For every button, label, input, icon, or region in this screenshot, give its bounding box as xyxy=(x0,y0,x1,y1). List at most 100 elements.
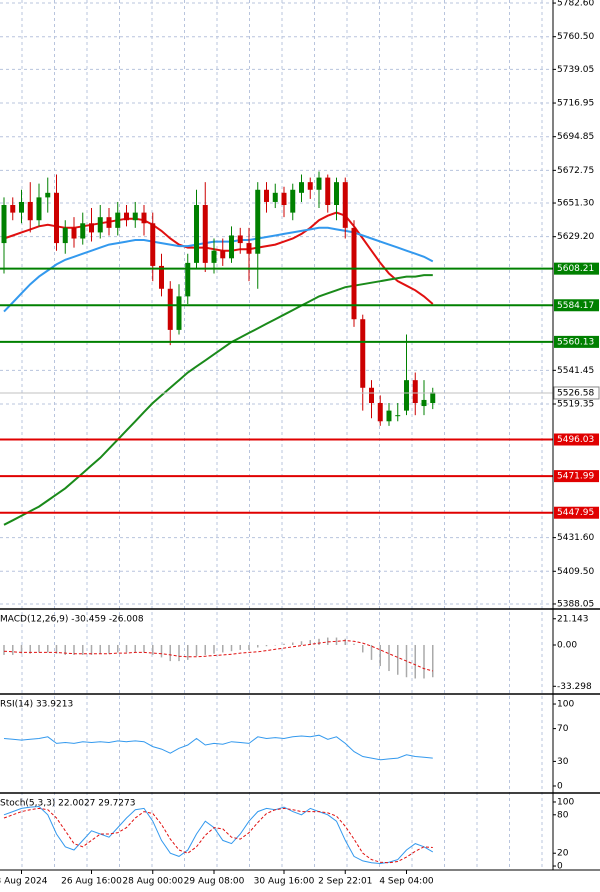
x-tick-label: 29 Aug 08:00 xyxy=(184,877,245,887)
macd-bar xyxy=(239,644,241,650)
level-label: 5496.03 xyxy=(557,435,594,445)
y-tick-label: 5388.05 xyxy=(557,599,594,609)
macd-bar xyxy=(379,644,381,667)
macd-bar xyxy=(257,644,259,648)
macd-bar xyxy=(222,644,224,653)
candle-body xyxy=(176,296,182,330)
macd-bar xyxy=(432,644,434,678)
candle-body xyxy=(351,227,357,320)
macd-bar xyxy=(12,644,14,655)
candle-body xyxy=(342,182,348,228)
macd-bar xyxy=(38,644,40,653)
x-tick-label: 30 Aug 16:00 xyxy=(254,877,315,887)
candle-body xyxy=(412,380,418,403)
macd-bar xyxy=(300,641,303,645)
candle-body xyxy=(325,177,331,206)
macd-bar xyxy=(73,644,75,655)
macd-bar xyxy=(20,644,23,654)
candle-body xyxy=(377,402,383,422)
candle-body xyxy=(80,223,86,239)
candle-body xyxy=(150,223,156,266)
candle-body xyxy=(299,182,304,193)
candle-body xyxy=(360,319,366,388)
level-label-box xyxy=(554,262,599,275)
candle-body xyxy=(1,205,7,244)
level-label: 5447.95 xyxy=(557,508,594,518)
x-tick-label: 2 Sep 22:01 xyxy=(318,877,372,887)
candle-body xyxy=(264,189,269,202)
y-tick-label: 5629.20 xyxy=(557,232,594,242)
macd-bar xyxy=(99,644,101,654)
candle-body xyxy=(36,197,42,221)
candle-body xyxy=(124,212,129,221)
macd-bar xyxy=(283,643,285,645)
candle-body xyxy=(19,201,24,213)
macd-bar xyxy=(160,644,163,658)
candle-body xyxy=(395,415,401,417)
y-tick-label: 5672.75 xyxy=(557,166,594,176)
candle-body xyxy=(89,223,94,233)
y-tick-label: 5782.60 xyxy=(557,0,594,9)
level-label-box xyxy=(554,433,599,446)
y-tick-label: 0.00 xyxy=(557,640,577,650)
y-tick-label: 5694.85 xyxy=(557,132,594,142)
indicator-line xyxy=(3,734,433,761)
y-tick-label: 21.143 xyxy=(557,614,589,624)
y-tick-label: 30 xyxy=(557,757,569,767)
y-tick-label: 5409.50 xyxy=(557,567,594,577)
y-tick-label: 80 xyxy=(557,810,569,820)
candle-body xyxy=(106,217,112,228)
candle-body xyxy=(220,250,226,259)
level-label: 5560.13 xyxy=(557,337,594,347)
candle-body xyxy=(369,387,374,403)
x-tick-label: 3 Aug 2024 xyxy=(0,877,48,887)
indicator-line xyxy=(3,640,433,672)
y-tick-label: 5651.30 xyxy=(557,199,594,209)
candle-body xyxy=(246,243,252,254)
candle-body xyxy=(202,205,208,263)
y-tick-label: 100 xyxy=(557,797,574,807)
level-label: 5584.17 xyxy=(557,301,594,311)
candle-body xyxy=(194,205,199,263)
macd-bar xyxy=(47,644,49,653)
y-tick-label: 5431.60 xyxy=(557,533,594,543)
macd-bar xyxy=(29,644,31,654)
macd-bar xyxy=(125,644,128,653)
macd-bar xyxy=(397,644,399,675)
macd-bar xyxy=(195,644,198,657)
macd-bar xyxy=(274,644,276,646)
candle-body xyxy=(272,192,278,202)
macd-bar xyxy=(414,644,416,679)
indicator-line xyxy=(3,805,434,865)
indicator-label: Stoch(5,3,3) 22.0027 29.7273 xyxy=(0,799,135,809)
candle-body xyxy=(97,217,103,233)
candle-body xyxy=(27,201,33,221)
macd-bar xyxy=(388,644,390,672)
macd-bar xyxy=(3,644,5,655)
macd-bar xyxy=(152,644,154,655)
candle-body xyxy=(10,205,16,213)
macd-bar xyxy=(55,644,58,654)
candle-body xyxy=(237,235,243,244)
y-tick-label: 5760.50 xyxy=(557,32,594,42)
macd-bar xyxy=(90,644,93,655)
indicator-label: MACD(12,26,9) -30.459 -26.008 xyxy=(0,615,144,625)
y-tick-label: 5541.45 xyxy=(557,366,594,376)
candle-body xyxy=(290,189,296,213)
level-label-box xyxy=(554,335,599,348)
candle-body xyxy=(307,182,313,190)
y-tick-label: 0 xyxy=(557,862,563,872)
candle-body xyxy=(404,380,409,411)
candle-body xyxy=(255,189,261,254)
y-tick-label: 100 xyxy=(557,700,574,710)
macd-bar xyxy=(64,644,66,655)
candle-body xyxy=(185,262,191,297)
candle-body xyxy=(167,288,173,330)
candle-body xyxy=(45,192,51,198)
level-label: 5608.21 xyxy=(557,264,594,274)
moving-average xyxy=(3,274,433,526)
macd-bar xyxy=(309,640,311,645)
moving-average xyxy=(3,211,434,305)
y-tick-label: 20 xyxy=(557,849,569,859)
